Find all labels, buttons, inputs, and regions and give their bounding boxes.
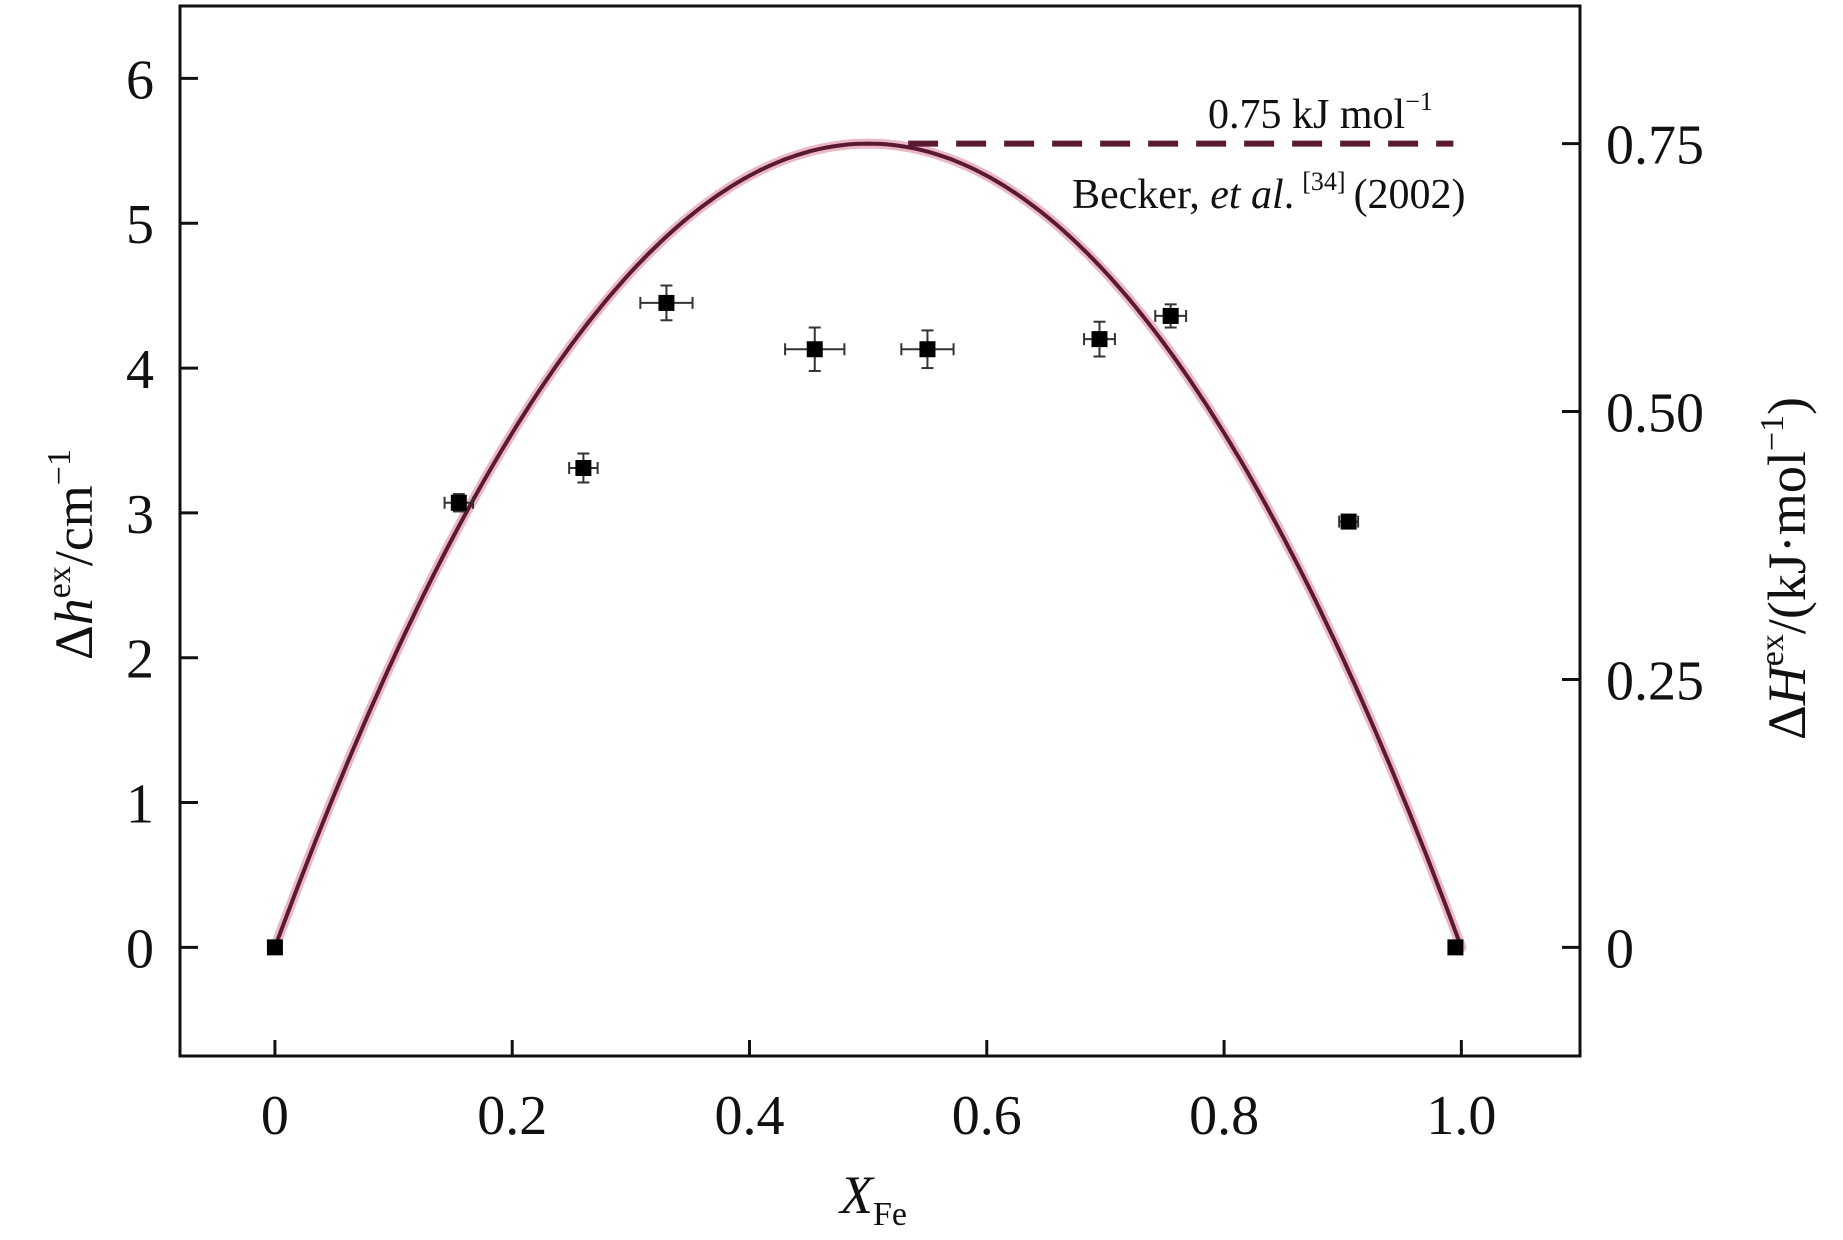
y-tick-label: 0: [126, 918, 154, 980]
reference-citation: Becker, et al. [34] (2002): [1072, 167, 1466, 218]
x-axis-title: XFe: [838, 1165, 907, 1233]
y-axis-title: Δhex/cm−1: [41, 449, 104, 660]
data-point: [266, 939, 283, 956]
reference-line-label: 0.75 kJ mol−1: [1208, 87, 1433, 138]
x-tick-label: 0.4: [714, 1085, 784, 1147]
y-tick-label: 2: [126, 629, 154, 691]
data-point: [919, 341, 936, 358]
data-point: [1091, 331, 1108, 348]
x-tick-label: 0.6: [952, 1085, 1022, 1147]
x-tick-label: 0.8: [1189, 1085, 1259, 1147]
y2-tick-label: 0: [1606, 918, 1634, 980]
data-point: [450, 494, 467, 511]
y2-tick-label: 0.75: [1606, 115, 1704, 177]
x-tick-label: 0.2: [477, 1085, 547, 1147]
y-tick-label: 6: [126, 49, 154, 111]
axes-layer: 0 0.2 0.4 0.6 0.8 1.0 0 1 2 3 4 5 6 0 0.25 0.50 0.75: [126, 4, 1704, 1147]
data-point: [1340, 513, 1357, 530]
fit-curve-glow: [269, 138, 1467, 953]
x-tick-label: 1.0: [1426, 1085, 1496, 1147]
y2-tick-label: 0.25: [1606, 650, 1704, 712]
y2-tick-label: 0.50: [1606, 383, 1704, 445]
x-tick-label: 0: [261, 1085, 289, 1147]
y-tick-label: 1: [126, 774, 154, 836]
plot-frame: [178, 4, 1582, 1058]
y-tick-label: 5: [126, 194, 154, 256]
y2-axis-title: ΔHex/(kJ·mol−1): [1754, 397, 1817, 740]
y-tick-label: 4: [126, 339, 154, 401]
data-point: [1162, 307, 1179, 324]
fit-layer: [269, 138, 1467, 953]
points-layer: [266, 284, 1464, 956]
data-point: [575, 460, 592, 476]
data-point: [1447, 939, 1464, 956]
data-point: [658, 294, 675, 311]
data-point: [806, 341, 823, 358]
y-tick-label: 3: [126, 484, 154, 546]
